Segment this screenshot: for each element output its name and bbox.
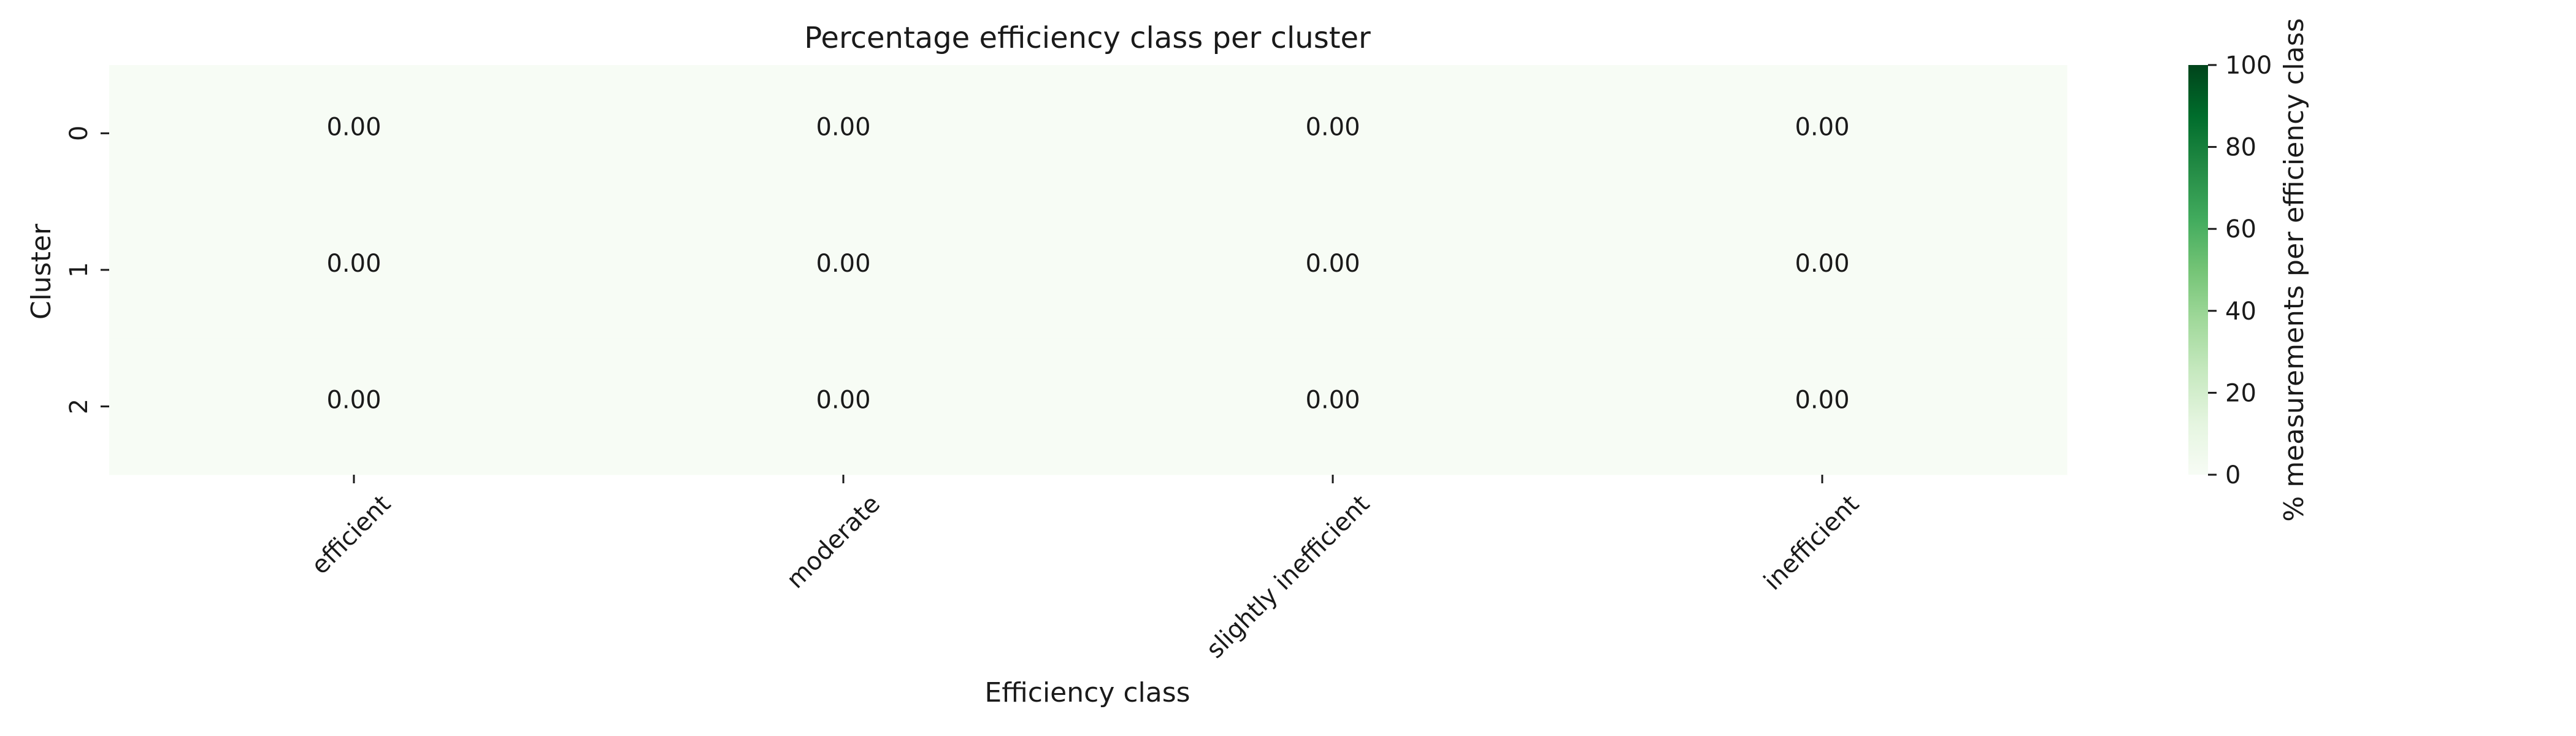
heatmap-cell: [1088, 338, 1578, 475]
cell-value-label: 0.00: [816, 250, 870, 278]
cell-value-label: 0.00: [1795, 250, 1849, 278]
y-tick-label: 1: [65, 262, 93, 277]
heatmap-cells: [109, 65, 2068, 475]
cell-value-label: 0.00: [1305, 113, 1360, 141]
cell-value-label: 0.00: [326, 250, 381, 278]
cell-value-label: 0.00: [1305, 386, 1360, 415]
chart-title: Percentage efficiency class per cluster: [804, 21, 1371, 55]
colorbar-tick-label: 80: [2225, 134, 2256, 162]
cell-value-label: 0.00: [816, 113, 870, 141]
heatmap-cell: [599, 338, 1089, 475]
colorbar-label: % measurements per efficiency class: [2279, 18, 2310, 521]
colorbar-tick-label: 0: [2225, 461, 2241, 489]
cell-value-label: 0.00: [326, 113, 381, 141]
x-axis-ticks: efficient moderate slightly inefficient ine…: [306, 475, 1865, 664]
heatmap-cell: [109, 65, 599, 202]
heatmap-cell: [599, 201, 1089, 339]
colorbar-tick-label: 40: [2225, 297, 2256, 326]
x-tick-label: efficient: [306, 490, 396, 580]
cell-value-label: 0.00: [1795, 113, 1849, 141]
cell-value-labels: 0.00 0.00 0.00 0.00 0.00 0.00 0.00 0.00 0.00 0.00…: [326, 113, 1849, 414]
colorbar: [2188, 65, 2208, 475]
heatmap-cell: [599, 65, 1089, 202]
cell-value-label: 0.00: [816, 386, 870, 415]
heatmap-cell: [1088, 201, 1578, 339]
x-tick-label: moderate: [781, 490, 886, 594]
colorbar-tick-label: 20: [2225, 379, 2256, 407]
x-tick-label: inefficient: [1758, 490, 1865, 596]
heatmap-cell: [1577, 201, 2068, 339]
x-tick-label: slightly inefficient: [1201, 490, 1375, 664]
heatmap-cell: [1088, 65, 1578, 202]
y-axis-ticks: 0 1 2: [65, 126, 109, 414]
colorbar-ticks: 0 20 40 60 80 100: [2208, 52, 2272, 489]
y-axis-label: Cluster: [26, 223, 57, 320]
cell-value-label: 0.00: [1305, 250, 1360, 278]
y-tick-label: 2: [65, 399, 93, 414]
x-axis-label: Efficiency class: [984, 677, 1190, 708]
cell-value-label: 0.00: [326, 386, 381, 415]
heatmap-cell: [109, 201, 599, 339]
colorbar-tick-label: 100: [2225, 52, 2272, 80]
heatmap-cell: [109, 338, 599, 475]
heatmap-cell: [1577, 65, 2068, 202]
colorbar-tick-label: 60: [2225, 215, 2256, 243]
cell-value-label: 0.00: [1795, 386, 1849, 415]
y-tick-label: 0: [65, 126, 93, 141]
heatmap-cell: [1577, 338, 2068, 475]
